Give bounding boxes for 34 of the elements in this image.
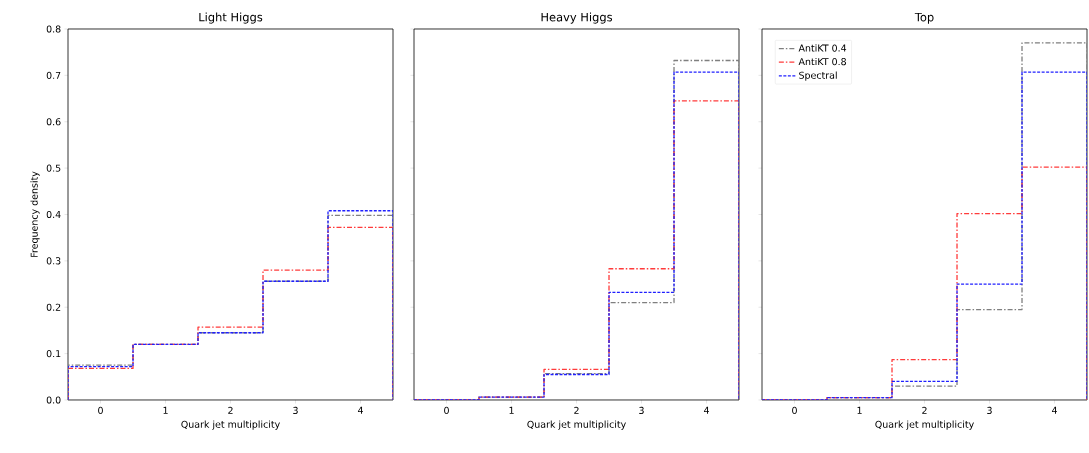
x-tick-label: 1 (163, 406, 168, 414)
chart-title: Top (914, 12, 934, 24)
x-axis-title: Quark jet multiplicity (875, 420, 974, 430)
y-tick-label: 0.0 (46, 396, 61, 404)
x-tick-label: 0 (98, 406, 103, 414)
x-tick-label: 4 (357, 406, 363, 414)
y-tick-label: 0.5 (46, 164, 61, 172)
legend-label: AntiKT 0.8 (798, 57, 846, 66)
x-tick-label: 2 (574, 406, 579, 414)
y-axis-title: Frequency density (30, 171, 40, 257)
y-tick-label: 0.4 (46, 210, 61, 219)
x-tick-label: 0 (444, 406, 449, 414)
x-tick-label: 1 (509, 406, 514, 414)
x-tick-label: 2 (228, 406, 233, 414)
x-tick-label: 0 (792, 406, 797, 414)
chart-title: Light Higgs (199, 12, 263, 24)
x-tick-label: 3 (987, 406, 992, 414)
legend-label: AntiKT 0.4 (798, 44, 847, 52)
x-tick-label: 4 (703, 406, 709, 414)
y-tick-label: 0.1 (46, 350, 61, 358)
x-tick-label: 4 (1051, 406, 1057, 414)
y-tick-label: 0.7 (46, 71, 61, 79)
y-tick-label: 0.6 (46, 118, 61, 126)
y-tick-label: 0.2 (46, 303, 61, 311)
x-tick-label: 3 (639, 406, 644, 414)
y-tick-label: 0.3 (46, 257, 61, 265)
x-tick-label: 2 (922, 406, 927, 414)
legend-label: Spectral (799, 71, 837, 81)
x-tick-label: 1 (857, 406, 862, 414)
chart-title: Heavy Higgs (541, 12, 613, 24)
x-axis-title: Quark jet multiplicity (527, 420, 626, 430)
x-tick-label: 3 (293, 406, 298, 414)
x-axis-title: Quark jet multiplicity (181, 420, 280, 430)
y-tick-label: 0.8 (46, 25, 61, 33)
